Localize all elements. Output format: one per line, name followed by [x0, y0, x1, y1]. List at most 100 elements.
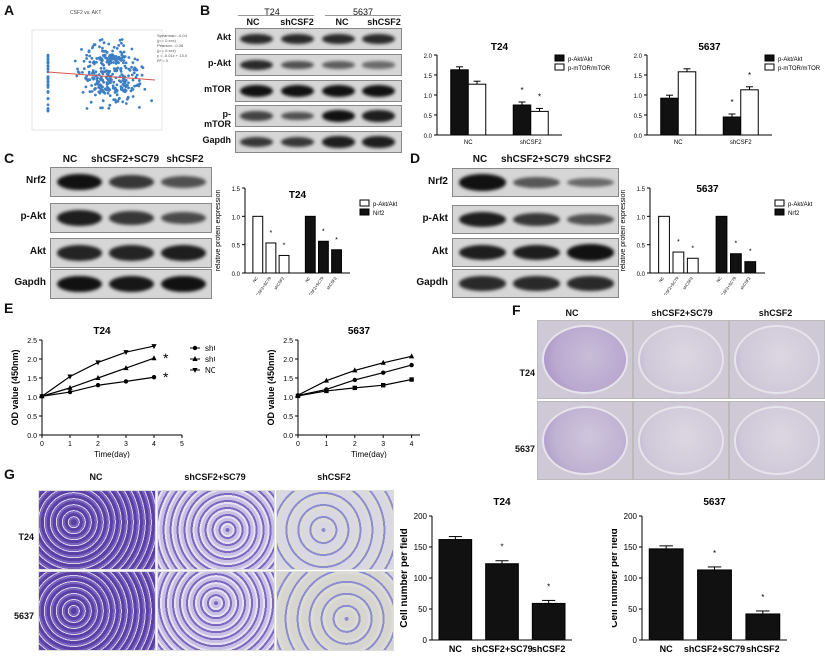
svg-text:*: * — [163, 369, 169, 385]
group-label-5637: 5637 — [352, 7, 374, 17]
svg-text:50: 50 — [418, 605, 427, 614]
scatter-stats: Spearman: -0.04 (p = 0.xxx) Pearson: -0.0… — [157, 33, 188, 63]
svg-text:T24: T24 — [289, 190, 307, 201]
svg-text:shCSF2+SC79: shCSF2+SC79 — [684, 644, 745, 654]
panel-label-g: G — [4, 466, 15, 482]
svg-text:*: * — [335, 237, 338, 244]
f-col-shcsf2-sc79: shCSF2+SC79 — [651, 308, 713, 318]
blot-strip — [50, 203, 212, 233]
lane-b-4: shCSF2 — [367, 17, 401, 27]
blot-strip — [235, 54, 402, 76]
blot-strip — [452, 238, 619, 267]
svg-text:3: 3 — [381, 441, 385, 448]
svg-text:shCSF2: shCSF2 — [273, 275, 286, 290]
lane-d-1: NC — [472, 154, 488, 165]
svg-text:0.5: 0.5 — [634, 114, 643, 120]
svg-text:4: 4 — [410, 441, 414, 448]
svg-text:*: * — [761, 593, 764, 602]
svg-text:100: 100 — [414, 574, 428, 583]
svg-text:2.5: 2.5 — [27, 338, 37, 345]
blot-strip — [452, 269, 619, 298]
colony-plate-5637-shcsf2 — [729, 401, 825, 480]
chart-c-t24: T24 relative protein expression 0.0 0.5 1.0 1… — [215, 187, 398, 295]
migration-image-5637-nc — [38, 571, 156, 651]
blot-row-label: p-Akt — [422, 212, 448, 224]
svg-text:2.0: 2.0 — [634, 54, 643, 60]
svg-text:T24: T24 — [491, 42, 509, 53]
svg-text:1.0: 1.0 — [283, 395, 293, 402]
blot-strip — [235, 105, 402, 127]
svg-text:50: 50 — [628, 605, 637, 614]
svg-text:5: 5 — [180, 441, 184, 448]
g-row-t24: T24 — [18, 532, 34, 542]
svg-text:*: * — [691, 245, 694, 252]
colony-plate-t24-sc79 — [633, 320, 729, 399]
lane-b-3: NC — [335, 17, 349, 27]
blot-strip — [50, 167, 212, 197]
migration-image-t24-nc — [38, 490, 156, 570]
panel-label-a: A — [4, 2, 15, 18]
svg-text:*: * — [713, 549, 716, 558]
svg-text:*: * — [730, 98, 733, 107]
lane-b-1: NC — [246, 17, 260, 27]
svg-text:1: 1 — [68, 441, 72, 448]
svg-text:1.5: 1.5 — [232, 187, 241, 193]
blot-strip — [235, 80, 402, 102]
svg-text:2.0: 2.0 — [283, 357, 293, 364]
svg-text:*: * — [283, 242, 286, 249]
svg-text:0.5: 0.5 — [637, 244, 646, 250]
svg-text:*: * — [748, 71, 751, 80]
blot-strip — [452, 168, 619, 197]
f-col-nc: NC — [565, 308, 579, 318]
panel-label-d: D — [410, 150, 421, 166]
chart-e-t24: T24 OD value (450nm) Time(day) 0.0 0.5 1.0 1.5… — [10, 326, 215, 458]
svg-text:100: 100 — [624, 574, 638, 583]
svg-text:1.0: 1.0 — [634, 94, 643, 100]
group-label-t24: T24 — [264, 7, 280, 17]
svg-text:shCSF2: shCSF2 — [325, 275, 338, 290]
svg-text:OD value (450nm): OD value (450nm) — [10, 349, 20, 425]
svg-text:150: 150 — [624, 543, 638, 552]
f-row-5637: 5637 — [514, 444, 535, 454]
blot-row-label: Gapdh — [14, 277, 46, 288]
svg-text:p-Akt/Akt: p-Akt/Akt — [778, 57, 803, 63]
svg-text:*: * — [269, 230, 272, 237]
panel-label-c: C — [4, 150, 15, 166]
chart-g-t24: T24 Cell number per field 0 50 100 150 200 NC * s… — [400, 497, 572, 654]
svg-text:0.0: 0.0 — [232, 272, 241, 278]
blot-strip — [50, 238, 212, 268]
chart-g-5637: 5637 Cell number per field 0 50 100 150 200 NC *… — [612, 497, 787, 654]
svg-text:5637: 5637 — [698, 42, 721, 53]
svg-text:NC: NC — [449, 644, 462, 654]
svg-text:NC: NC — [660, 644, 673, 654]
svg-text:T24: T24 — [93, 326, 111, 337]
svg-text:shCSF2: shCSF2 — [520, 140, 542, 145]
svg-text:NC: NC — [252, 276, 259, 284]
svg-text:*: * — [538, 92, 541, 101]
svg-text:relative protein expression: relative protein expression — [620, 190, 627, 272]
blot-row-label: Gapdh — [202, 135, 232, 145]
svg-text:NC: NC — [658, 276, 665, 284]
svg-text:2.0: 2.0 — [424, 54, 433, 60]
chart-e-5637: 5637 OD value (450nm) Time(day) 0.0 0.5 1.0 1.… — [266, 326, 420, 458]
svg-text:shCSF2+SC79: shCSF2+SC79 — [471, 644, 532, 654]
svg-text:Time(day): Time(day) — [351, 450, 387, 458]
svg-text:shCSF2: shCSF2 — [532, 644, 566, 654]
svg-text:1.5: 1.5 — [283, 376, 293, 383]
svg-text:2.5: 2.5 — [283, 338, 293, 345]
lane-c-2: shCSF2+SC79 — [90, 154, 160, 165]
colony-plate-t24-shcsf2 — [729, 320, 825, 399]
migration-image-t24-shcsf2 — [276, 490, 394, 570]
blot-row-label: Nrf2 — [427, 175, 448, 187]
svg-text:p-Akt/Akt: p-Akt/Akt — [373, 202, 398, 208]
svg-text:0: 0 — [423, 636, 428, 645]
svg-text:Time(day): Time(day) — [94, 450, 130, 458]
migration-image-5637-shcsf2 — [276, 571, 394, 651]
svg-text:1.5: 1.5 — [637, 187, 646, 193]
svg-text:Nrf2: Nrf2 — [788, 211, 800, 217]
svg-text:0.5: 0.5 — [232, 244, 241, 250]
svg-text:2.0: 2.0 — [27, 357, 37, 364]
svg-text:0.5: 0.5 — [27, 414, 37, 421]
